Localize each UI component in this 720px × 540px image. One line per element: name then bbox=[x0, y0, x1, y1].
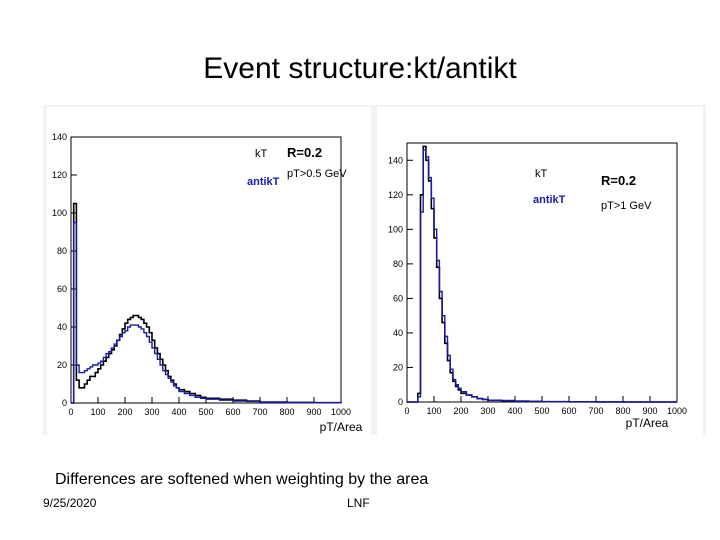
x-axis-label: pT/Area bbox=[626, 416, 669, 430]
caption: Differences are softened when weighting … bbox=[55, 471, 429, 488]
x-tick-label: 500 bbox=[198, 407, 213, 417]
x-tick-label: 800 bbox=[279, 407, 294, 417]
x-tick-label: 200 bbox=[453, 406, 468, 416]
x-tick-label: 900 bbox=[642, 406, 657, 416]
x-tick-label: 500 bbox=[534, 406, 549, 416]
x-tick-label: 1000 bbox=[667, 406, 687, 416]
x-tick-label: 200 bbox=[117, 407, 132, 417]
y-tick-label: 100 bbox=[52, 208, 67, 218]
y-tick-label: 60 bbox=[57, 284, 67, 294]
x-tick-label: 0 bbox=[404, 406, 409, 416]
legend-pt-cut: pT>1 GeV bbox=[601, 200, 652, 212]
y-tick-label: 140 bbox=[52, 132, 67, 142]
y-tick-label: 80 bbox=[57, 246, 67, 256]
legend-antikt: antikT bbox=[533, 194, 566, 206]
y-tick-label: 140 bbox=[388, 155, 403, 165]
series-antikt-line bbox=[71, 221, 342, 404]
y-tick-label: 100 bbox=[388, 224, 403, 234]
y-tick-label: 120 bbox=[52, 170, 67, 180]
x-tick-label: 600 bbox=[561, 406, 576, 416]
x-tick-label: 900 bbox=[306, 407, 321, 417]
y-tick-label: 20 bbox=[393, 362, 403, 372]
legend-kt: kT bbox=[535, 168, 548, 180]
y-tick-label: 0 bbox=[62, 398, 67, 408]
y-tick-label: 0 bbox=[398, 397, 403, 407]
y-tick-label: 40 bbox=[393, 328, 403, 338]
footer-org: LNF bbox=[347, 496, 370, 510]
x-tick-label: 300 bbox=[480, 406, 495, 416]
y-tick-label: 60 bbox=[393, 293, 403, 303]
x-tick-label: 700 bbox=[252, 407, 267, 417]
x-tick-label: 600 bbox=[225, 407, 240, 417]
x-axis-label: pT/Area bbox=[320, 420, 363, 434]
x-tick-label: 100 bbox=[90, 407, 105, 417]
x-tick-label: 0 bbox=[68, 407, 73, 417]
figure-panel: 0 20 40 60 80 100 120 140 0 100 200 300 400 500 600 700… bbox=[43, 105, 706, 435]
x-tick-label: 1000 bbox=[331, 407, 351, 417]
slide-title: Event structure:kt/antikt bbox=[203, 52, 517, 85]
plot-background bbox=[47, 107, 371, 435]
legend-antikt: antikT bbox=[247, 176, 280, 188]
legend-pt-cut: pT>0.5 GeV bbox=[287, 168, 347, 180]
y-tick-label: 40 bbox=[57, 322, 67, 332]
legend-radius: R=0.2 bbox=[287, 145, 322, 160]
x-tick-label: 800 bbox=[615, 406, 630, 416]
x-tick-label: 100 bbox=[426, 406, 441, 416]
x-tick-label: 700 bbox=[588, 406, 603, 416]
y-tick-label: 120 bbox=[388, 190, 403, 200]
plot-background bbox=[377, 107, 703, 435]
x-tick-label: 400 bbox=[507, 406, 522, 416]
y-tick-label: 80 bbox=[393, 259, 403, 269]
footer-date: 9/25/2020 bbox=[43, 496, 97, 510]
y-tick-label: 20 bbox=[57, 360, 67, 370]
x-tick-label: 300 bbox=[144, 407, 159, 417]
series-antikt-line bbox=[407, 149, 677, 403]
legend-kt: kT bbox=[255, 148, 268, 160]
x-tick-label: 400 bbox=[171, 407, 186, 417]
series-kt-line bbox=[71, 202, 342, 404]
legend-radius: R=0.2 bbox=[601, 173, 636, 188]
